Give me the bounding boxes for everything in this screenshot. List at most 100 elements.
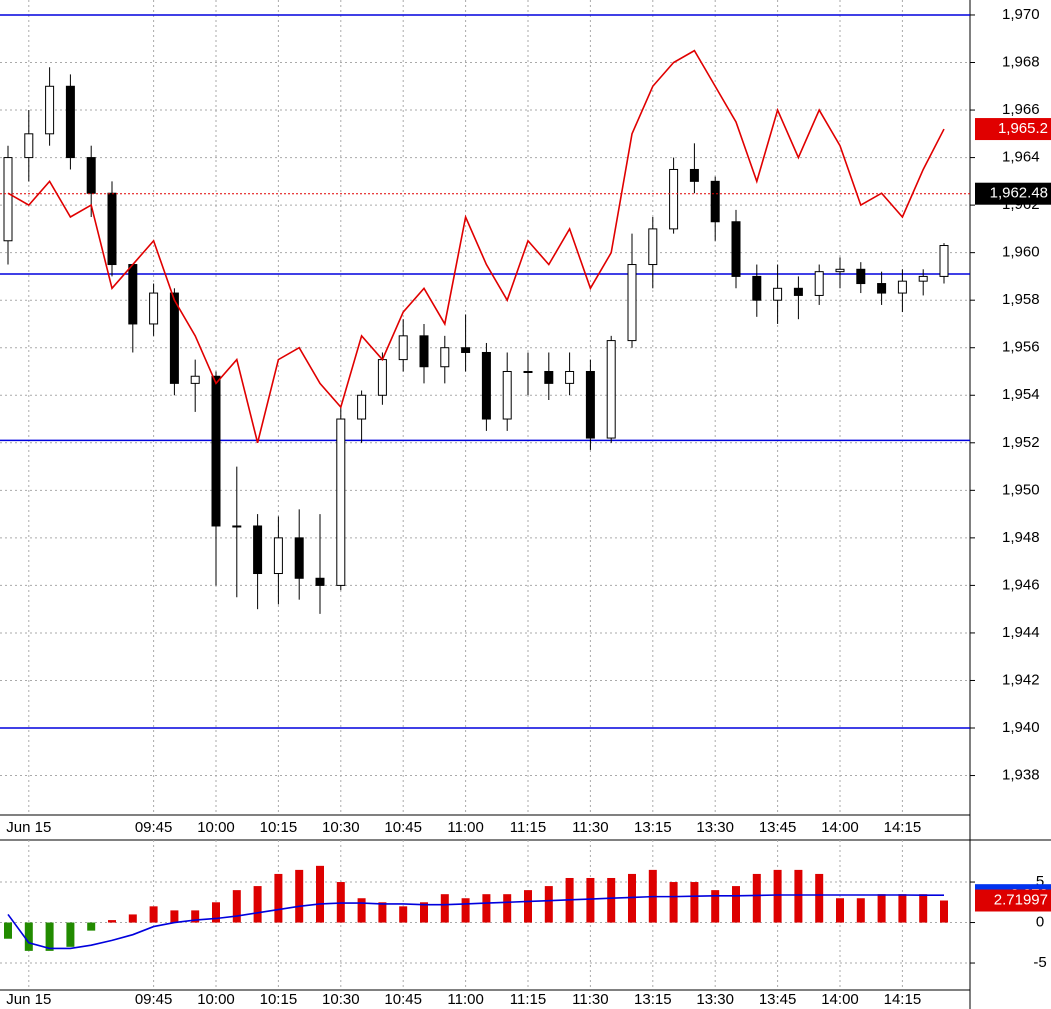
y-tick-label: 1,938 [1002,767,1040,784]
y-tick-label: 1,956 [1002,339,1040,356]
y-tick-label: 5 [1036,873,1044,890]
bar [732,886,740,923]
overlay-line [7,894,945,950]
candle-body [565,370,575,384]
price-marker [975,889,1051,912]
bar [295,869,304,923]
candle-body [689,168,699,182]
candle-body [939,245,949,277]
bar [503,894,512,923]
candle-body [3,157,13,242]
bar [940,900,948,923]
y-tick-label: 1,960 [1002,244,1040,261]
x-tick-label: 13:45 [759,819,797,836]
bar [66,922,75,947]
bar [108,920,116,923]
candle-body [169,292,179,384]
x-tick-label: 14:00 [821,991,859,1008]
candle-body [606,340,616,439]
bar [128,914,137,923]
x-tick-label: 14:15 [884,991,922,1008]
price-marker [975,182,1051,205]
bar [773,869,782,923]
candle-body [669,168,679,230]
y-tick-label: 1,958 [1002,291,1040,308]
y-tick-label: 1,966 [1002,101,1040,118]
bar [87,922,96,931]
x-tick-label: 13:15 [634,991,672,1008]
bar [711,890,720,923]
bar [170,910,179,923]
x-tick-label: 10:30 [322,819,360,836]
candle-body [710,180,720,223]
candle-body [65,85,75,159]
bar [336,882,345,923]
bar [253,886,262,923]
candle-body [544,370,554,384]
bar [919,894,928,923]
y-tick-label: 1,940 [1002,719,1040,736]
bar [24,922,33,951]
x-tick-label: 10:15 [260,991,298,1008]
bar [836,898,844,923]
candle-body [86,157,96,194]
bar [877,894,886,923]
candle-body [461,347,471,353]
candle-body [45,85,55,135]
bar [191,910,200,923]
bar [149,906,158,923]
y-tick-label: 1,968 [1002,53,1040,70]
candle-body [253,525,263,575]
bar [274,873,283,923]
bar [232,890,241,923]
candle-body [627,264,637,342]
y-tick-label: 1,946 [1002,576,1040,593]
candle-body [502,370,512,420]
bar [794,869,803,923]
y-tick-label: 1,942 [1002,671,1040,688]
candle-body [481,351,491,420]
candle-body [648,228,658,266]
x-tick-label: 10:45 [384,991,422,1008]
y-tick-label: 1,948 [1002,529,1040,546]
bar [440,894,449,923]
candle-body [107,192,117,266]
x-tick-label: 10:15 [260,819,298,836]
x-tick-label: 13:30 [696,991,734,1008]
candle-body [273,537,283,575]
x-tick-label: 11:30 [572,819,608,836]
x-tick-label: 09:45 [135,991,173,1008]
candle-body [523,370,533,373]
bar [586,877,595,923]
bar [607,877,616,923]
bar [544,886,553,923]
x-tick-label: 14:00 [821,819,859,836]
candle-body [877,283,887,294]
x-tick-label: 10:30 [322,991,360,1008]
candle-body [731,221,741,277]
candle-body [24,133,34,159]
candle-body [357,394,367,420]
candle-body [793,287,803,296]
x-tick-label: 11:00 [447,819,483,836]
x-tick-label: Jun 15 [6,991,51,1008]
x-tick-label: 10:45 [384,819,422,836]
candle-body [419,335,429,368]
candle-body [585,370,595,439]
bar [524,890,532,923]
candle-body [835,268,845,273]
y-tick-label: 1,950 [1002,481,1040,498]
candle-body [814,271,824,296]
bar [212,902,220,923]
bar [420,902,428,923]
x-tick-label: 10:00 [197,819,235,836]
candle-body [752,275,762,301]
candle-body [377,359,387,396]
x-tick-label: 13:30 [696,819,734,836]
bar [856,898,865,923]
y-tick-label: 1,964 [1002,149,1040,166]
y-tick-label: 0 [1036,914,1044,931]
x-tick-label: 10:00 [197,991,235,1008]
